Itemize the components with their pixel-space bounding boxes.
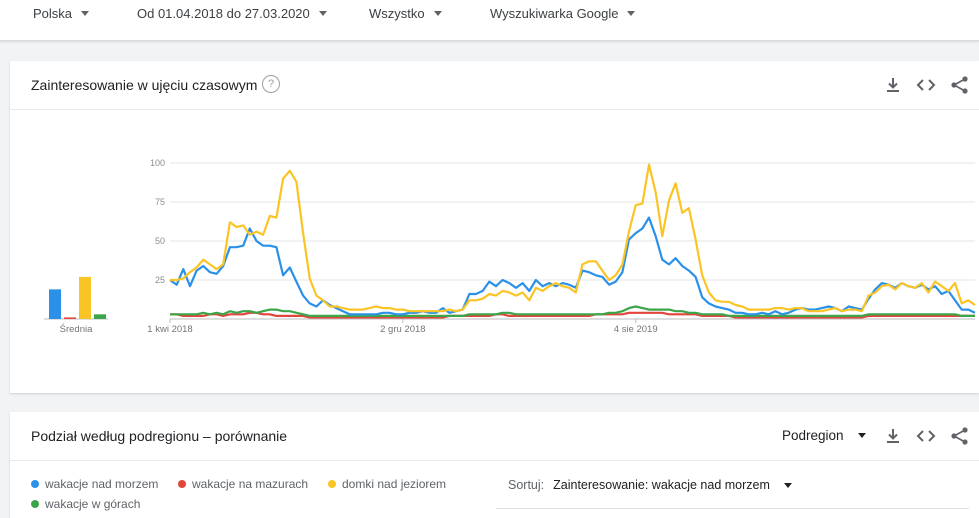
y-tick-label: 25 [155, 275, 165, 285]
interest-over-time-card: Zainteresowanie w ujęciu czasowym ? 100 7… [10, 61, 979, 393]
sort-label: Sortuj: [508, 478, 545, 492]
embed-icon[interactable] [916, 75, 936, 95]
legend-dot [178, 480, 186, 488]
sort-value: Zainteresowanie: wakacje nad morzem [553, 478, 770, 492]
search-type-dropdown[interactable]: Wyszukiwarka Google [490, 6, 636, 21]
chevron-down-icon [318, 11, 327, 16]
category-label: Wszystko [369, 6, 425, 21]
legend-item[interactable]: domki nad jeziorem [328, 477, 446, 491]
filter-bar: Polska Od 01.04.2018 do 27.03.2020 Wszys… [0, 0, 979, 41]
average-bar-1[interactable] [64, 317, 76, 319]
date-range-dropdown[interactable]: Od 01.04.2018 do 27.03.2020 [137, 6, 327, 21]
legend-item[interactable]: wakacje na mazurach [178, 477, 308, 491]
card-title: Podział według podregionu – porównanie [31, 428, 288, 444]
sort-underline [496, 508, 969, 509]
share-icon[interactable] [950, 75, 970, 95]
legend-dot [31, 480, 39, 488]
chevron-down-icon [433, 11, 442, 16]
chevron-down-icon [857, 433, 866, 438]
subregion-card: Podział według podregionu – porównanie P… [10, 412, 979, 518]
average-bar-0[interactable] [49, 289, 61, 319]
search-type-label: Wyszukiwarka Google [490, 6, 619, 21]
legend-label: wakacje nad morzem [45, 477, 159, 491]
legend-label: wakacje w górach [45, 497, 141, 511]
average-label: Średnia [60, 323, 93, 335]
category-dropdown[interactable]: Wszystko [369, 6, 442, 21]
average-bar-2[interactable] [79, 276, 91, 319]
legend-item[interactable]: wakacje nad morzem [31, 477, 158, 491]
chevron-down-icon [783, 482, 792, 488]
legend-label: wakacje na mazurach [192, 477, 309, 491]
legend-label: domki nad jeziorem [342, 477, 447, 491]
x-tick-label: 1 kwi 2018 [147, 324, 192, 335]
x-tick-label: 4 sie 2019 [614, 324, 658, 335]
sort-control[interactable]: Sortuj: Zainteresowanie: wakacje nad mor… [508, 478, 792, 492]
y-tick-label: 50 [155, 236, 165, 246]
help-icon[interactable]: ? [262, 75, 280, 93]
legend-dot [31, 500, 39, 508]
chevron-down-icon [627, 11, 636, 16]
series-line-1[interactable] [170, 311, 975, 319]
y-tick-label: 100 [150, 158, 165, 168]
series-line-2[interactable] [170, 163, 976, 313]
series-line-0[interactable] [169, 216, 976, 316]
average-bar-3[interactable] [94, 314, 106, 319]
legend-item[interactable]: wakacje w górach [31, 497, 140, 511]
card-title: Zainteresowanie w ujęciu czasowym [31, 77, 258, 93]
region-dropdown[interactable]: Polska [33, 6, 90, 21]
resolution-dropdown[interactable]: Podregion [782, 428, 866, 443]
date-range-label: Od 01.04.2018 do 27.03.2020 [137, 6, 310, 21]
card-header: Podział według podregionu – porównanie P… [10, 412, 979, 461]
x-tick-label: 2 gru 2018 [380, 324, 425, 335]
download-icon[interactable] [883, 426, 903, 446]
y-tick-label: 75 [155, 197, 165, 207]
interest-chart: 100 75 50 25 1 kwi 2018 2 gru 2018 4 sie 2019 Ś… [44, 158, 976, 335]
resolution-label: Podregion [782, 428, 844, 443]
legend-dot [328, 480, 336, 488]
share-icon[interactable] [950, 426, 970, 446]
chevron-down-icon [81, 11, 90, 16]
series-line-3[interactable] [170, 305, 975, 317]
download-icon[interactable] [883, 75, 903, 95]
embed-icon[interactable] [916, 426, 936, 446]
region-dropdown-label: Polska [33, 6, 73, 21]
card-header: Zainteresowanie w ujęciu czasowym ? [10, 61, 979, 110]
